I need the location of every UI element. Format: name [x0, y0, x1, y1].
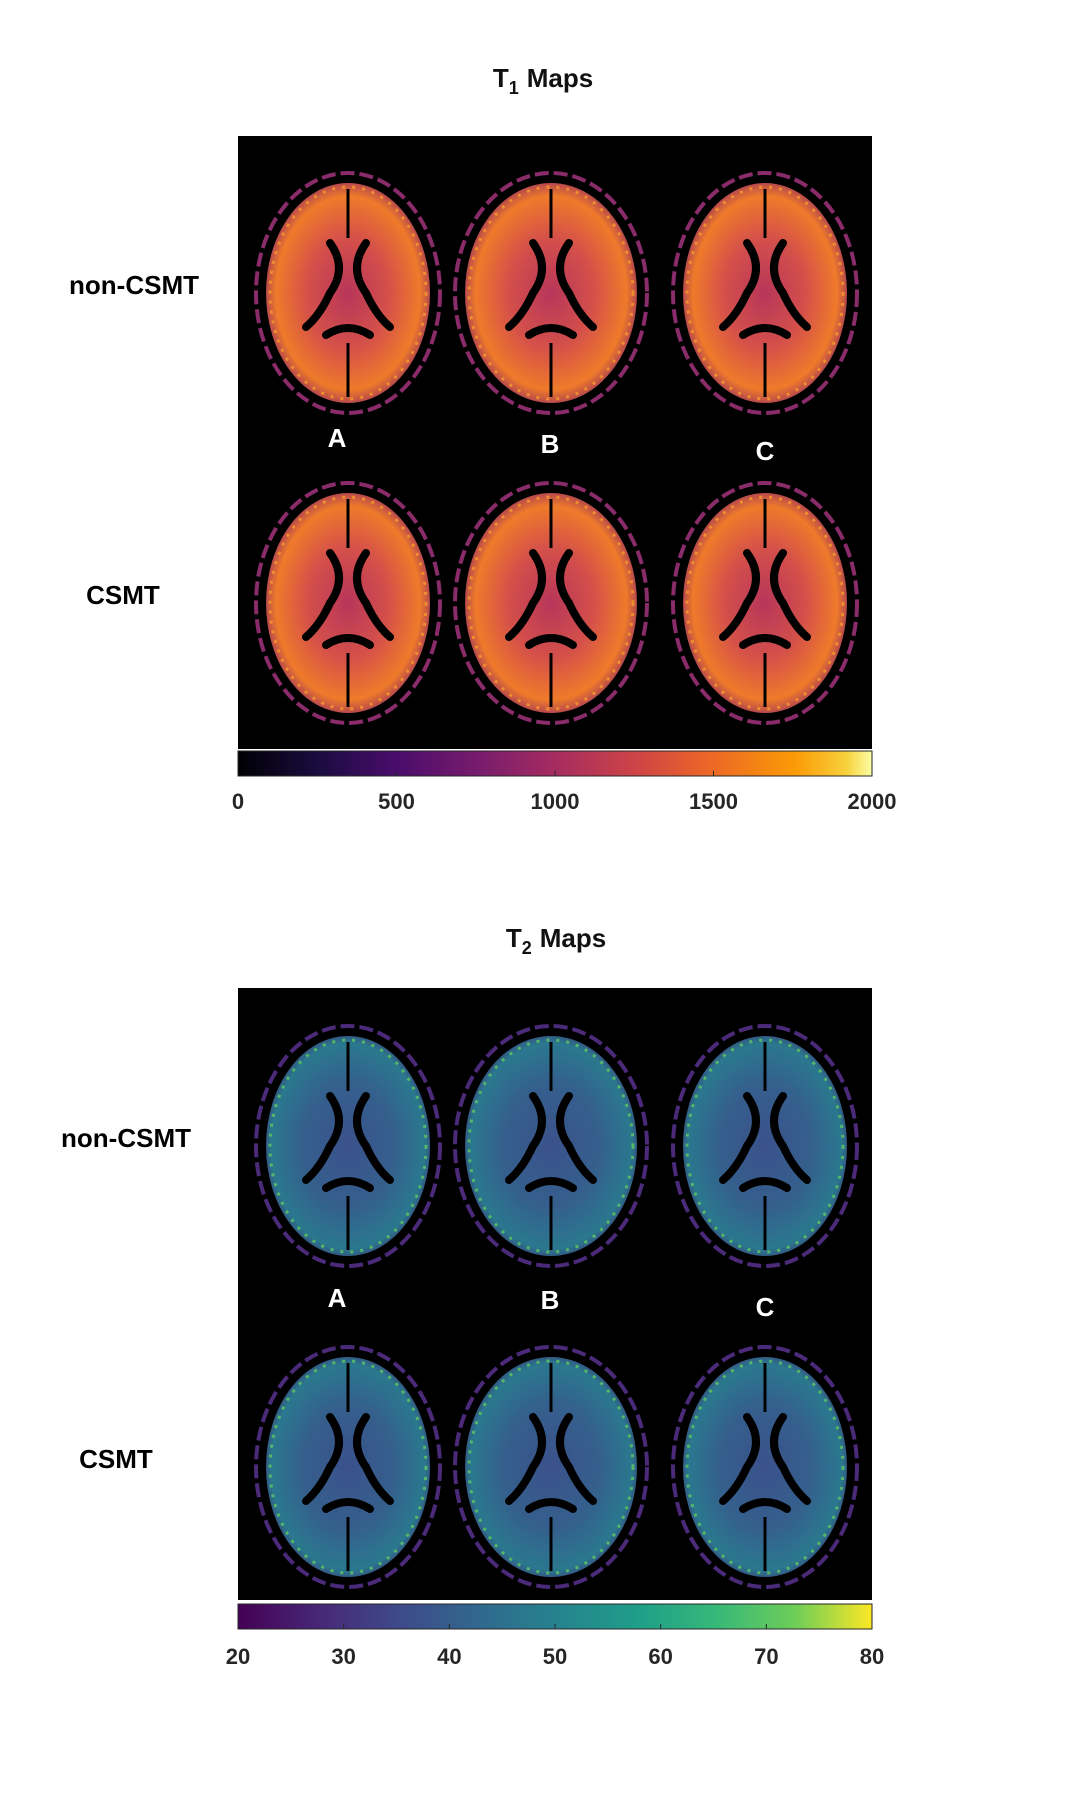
cortex	[268, 185, 428, 401]
brain-slice	[671, 1345, 859, 1589]
brain-tissue	[465, 493, 637, 713]
panel-title: T1 Maps	[493, 63, 593, 98]
brain-slice	[453, 1345, 649, 1589]
cortex	[685, 495, 845, 711]
colorbar-tick-label: 1500	[689, 789, 738, 814]
column-label: C	[756, 436, 775, 466]
brain-tissue	[683, 1036, 847, 1256]
brain-slice	[254, 1345, 442, 1589]
brain-tissue	[266, 493, 430, 713]
skull-ring	[671, 171, 859, 415]
row-label: CSMT	[79, 1444, 153, 1474]
column-label: A	[328, 423, 347, 453]
cortex	[467, 495, 635, 711]
brain-slice	[254, 481, 442, 725]
brain-slice	[671, 1024, 859, 1268]
skull-ring	[453, 171, 649, 415]
ventricles	[719, 1413, 811, 1513]
skull-ring	[671, 1024, 859, 1268]
ventricles	[719, 549, 811, 649]
ventricles	[302, 239, 394, 339]
brain-slice	[254, 1024, 442, 1268]
brain-tissue	[266, 1036, 430, 1256]
colorbar-tick-label: 500	[378, 789, 415, 814]
brain-slice	[254, 171, 442, 415]
skull-ring	[254, 481, 442, 725]
row-label: non-CSMT	[61, 1123, 191, 1153]
colorbar-tick-label: 70	[754, 1644, 778, 1669]
colorbar-tick-label: 80	[860, 1644, 884, 1669]
column-label: A	[328, 1283, 347, 1313]
brain-slice	[453, 1024, 649, 1268]
colorbar-tick-label: 2000	[848, 789, 897, 814]
panel-title: T2 Maps	[506, 923, 606, 958]
skull-ring	[254, 1345, 442, 1589]
ventricles	[302, 1413, 394, 1513]
row-label: non-CSMT	[69, 270, 199, 300]
brain-tissue	[266, 183, 430, 403]
title-text: Maps	[540, 923, 606, 953]
ventricles	[505, 1413, 597, 1513]
cortex	[268, 1038, 428, 1254]
cortex	[467, 1359, 635, 1575]
ventricles	[302, 1092, 394, 1192]
cortex	[467, 185, 635, 401]
colorbar-tick-label: 50	[543, 1644, 567, 1669]
brain-tissue	[683, 493, 847, 713]
cortex	[268, 495, 428, 711]
brain-tissue	[465, 183, 637, 403]
colorbar-tick-label: 0	[232, 789, 244, 814]
brain-slice	[671, 171, 859, 415]
skull-ring	[453, 1345, 649, 1589]
brain-slice	[453, 171, 649, 415]
cortex	[685, 1359, 845, 1575]
skull-ring	[254, 171, 442, 415]
ventricles	[719, 1092, 811, 1192]
colorbar-tick-label: 30	[331, 1644, 355, 1669]
ventricles	[302, 549, 394, 649]
brain-tissue	[683, 183, 847, 403]
colorbar-tick-label: 20	[226, 1644, 250, 1669]
brain-tissue	[266, 1357, 430, 1577]
skull-ring	[671, 1345, 859, 1589]
brain-tissue	[683, 1357, 847, 1577]
column-label: C	[756, 1292, 775, 1322]
colorbar-tick-label: 60	[648, 1644, 672, 1669]
brain-slice	[453, 481, 649, 725]
brain-slice	[671, 481, 859, 725]
title-subscript: 1	[509, 78, 519, 98]
brain-tissue	[465, 1036, 637, 1256]
ventricles	[505, 239, 597, 339]
title-symbol: T	[506, 923, 522, 953]
column-label: B	[541, 1285, 560, 1315]
skull-ring	[453, 1024, 649, 1268]
skull-ring	[671, 481, 859, 725]
brain-tissue	[465, 1357, 637, 1577]
column-label: B	[541, 429, 560, 459]
row-label: CSMT	[86, 580, 160, 610]
ventricles	[505, 1092, 597, 1192]
cortex	[685, 185, 845, 401]
title-subscript: 2	[522, 938, 532, 958]
ventricles	[505, 549, 597, 649]
cortex	[467, 1038, 635, 1254]
colorbar-tick-label: 1000	[531, 789, 580, 814]
title-text: Maps	[527, 63, 593, 93]
cortex	[685, 1038, 845, 1254]
ventricles	[719, 239, 811, 339]
skull-ring	[254, 1024, 442, 1268]
cortex	[268, 1359, 428, 1575]
skull-ring	[453, 481, 649, 725]
colorbar-tick-label: 40	[437, 1644, 461, 1669]
title-symbol: T	[493, 63, 509, 93]
